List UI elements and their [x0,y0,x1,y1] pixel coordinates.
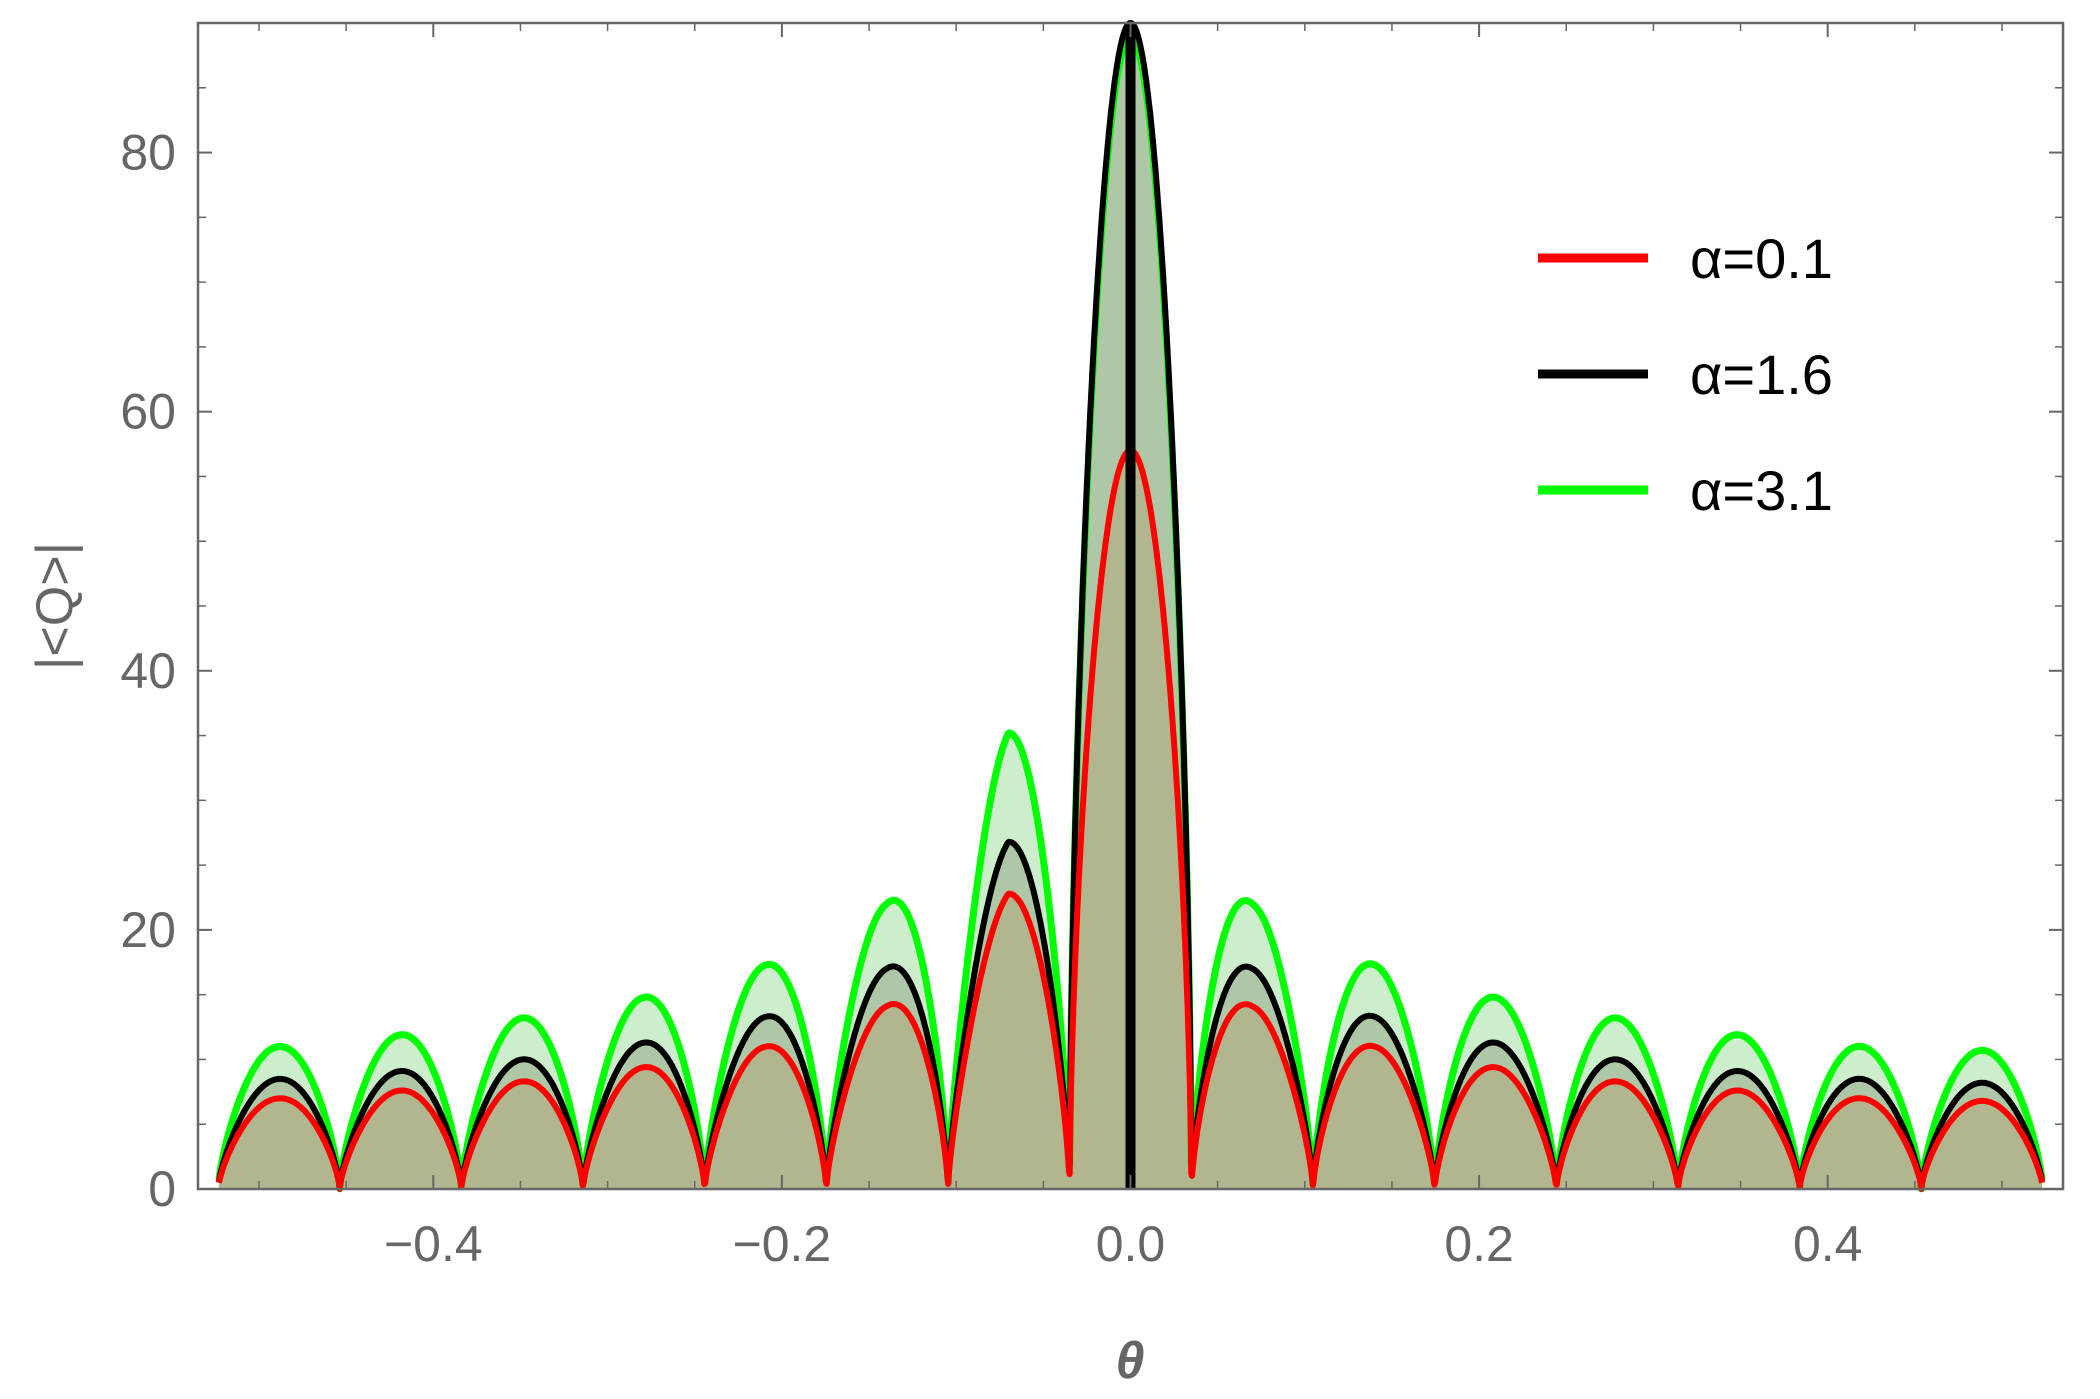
x-tick-label: −0.4 [384,1216,483,1272]
series-lines [215,20,2046,1193]
y-tick-label: 60 [120,384,176,440]
x-tick-label: 0.2 [1444,1216,1514,1272]
x-tick-label: −0.2 [733,1216,832,1272]
legend-label-1: α=1.6 [1690,343,1833,406]
x-tick-label: 0.4 [1793,1216,1863,1272]
legend-label-0: α=0.1 [1690,227,1833,290]
axis-ticks [198,23,2063,1190]
y-tick-label: 0 [148,1161,176,1217]
y-tick-label: 20 [120,902,176,958]
axis-tick-labels: −0.4 −0.2 0.0 0.2 0.4 0 20 40 60 80 [120,125,1862,1272]
legend: α=0.1 α=1.6 α=3.1 [1538,227,1833,522]
y-tick-label: 80 [120,125,176,181]
y-axis-label: |<Q>| [26,542,84,670]
x-axis-label: θ [1116,1332,1145,1390]
y-tick-label: 40 [120,643,176,699]
legend-label-2: α=3.1 [1690,459,1833,522]
x-tick-label: 0.0 [1096,1216,1166,1272]
